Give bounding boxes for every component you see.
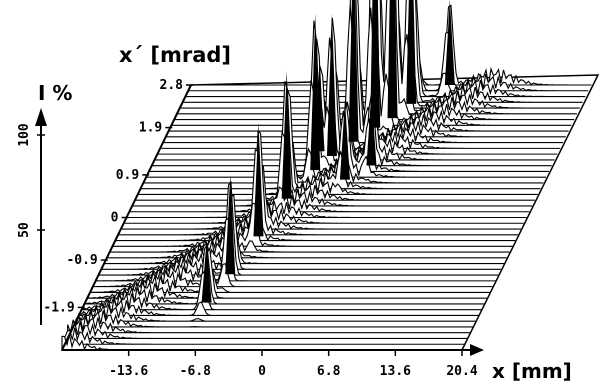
- peak-mark: [406, 0, 417, 104]
- slice-line: [129, 186, 530, 213]
- slice-line: [78, 298, 479, 317]
- z-tick-label: 100: [17, 123, 32, 147]
- slice-line: [92, 263, 493, 288]
- peak-mark: [225, 174, 236, 275]
- x-tick-label: 0: [258, 364, 266, 379]
- peak-mark: [326, 13, 337, 156]
- slice-line: [126, 200, 527, 219]
- y-tick-label: 2.8: [160, 78, 184, 93]
- x-tick-label: 20.4: [446, 364, 477, 379]
- slice-line: [134, 80, 535, 201]
- y-tick-group: -1.9 -0.9 0 0.9 1.9 2.8: [43, 78, 193, 315]
- slice-line: [112, 202, 513, 248]
- slice-line: [69, 315, 471, 334]
- y-tick-label: -0.9: [66, 253, 97, 268]
- peak-mark: [314, 60, 325, 152]
- x-axis-arrow: [470, 344, 484, 356]
- slice-line: [137, 89, 538, 196]
- slice-line: [95, 217, 496, 283]
- peak-mark: [444, 0, 455, 85]
- peak-mark: [201, 239, 212, 303]
- slice-line: [120, 164, 521, 231]
- slice-line: [109, 235, 510, 253]
- y-tick-label: 1.9: [139, 121, 162, 136]
- slice-line: [115, 148, 516, 242]
- slice-line: [106, 240, 507, 259]
- slice-line: [162, 0, 563, 144]
- x-axis-label: x [mm]: [492, 359, 572, 383]
- z-tick-group: 50 100: [17, 123, 45, 238]
- slice-line: [157, 17, 558, 156]
- y-axis-label: x´ [mrad]: [119, 43, 231, 67]
- z-axis-arrow: [35, 108, 47, 126]
- y-tick-label: -1.9: [43, 300, 74, 315]
- slice-line: [86, 246, 488, 299]
- x-tick-label: 6.8: [317, 364, 341, 379]
- slice-line: [132, 130, 533, 207]
- peak-mark: [348, 0, 359, 142]
- y-tick-label: 0: [111, 211, 119, 226]
- peak-mark: [366, 91, 377, 166]
- peak-mark: [370, 0, 381, 128]
- peaks-layer: [201, 0, 455, 303]
- peak-mark: [281, 70, 292, 199]
- x-tick-label: -13.6: [109, 364, 148, 379]
- slice-line: [104, 230, 505, 266]
- slice-line: [154, 37, 555, 161]
- peak-mark: [253, 122, 264, 237]
- slice-line: [67, 321, 468, 340]
- slice-line: [160, 5, 561, 151]
- z-tick-label: 50: [17, 222, 32, 238]
- slice-line: [165, 0, 566, 138]
- slice-line: [64, 327, 465, 345]
- y-tick-label: 0.9: [116, 168, 139, 183]
- z-axis-label: I %: [38, 81, 72, 105]
- x-tick-group: -13.6 -6.8 0 6.8 13.6 20.4: [109, 350, 478, 379]
- slice-line: [118, 130, 519, 236]
- slice-line: [72, 310, 474, 329]
- slice-line: [123, 201, 524, 225]
- peak-mark: [339, 99, 350, 180]
- x-tick-label: -6.8: [180, 364, 211, 379]
- slice-line: [100, 193, 502, 271]
- peak-mark: [387, 0, 398, 119]
- x-tick-label: 13.6: [380, 364, 411, 379]
